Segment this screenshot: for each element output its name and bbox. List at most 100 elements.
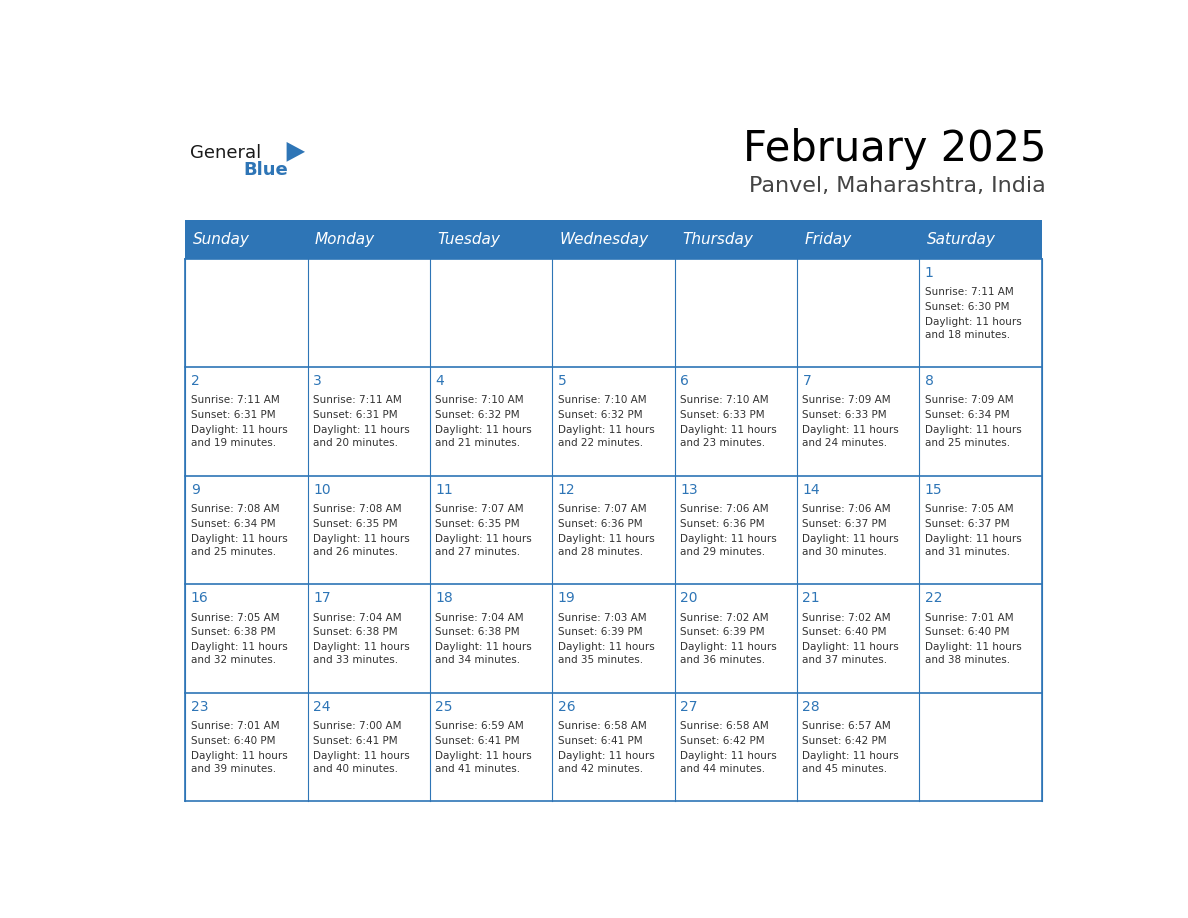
- Text: Sunset: 6:35 PM: Sunset: 6:35 PM: [314, 519, 398, 529]
- Text: Sunset: 6:39 PM: Sunset: 6:39 PM: [558, 627, 643, 637]
- Text: Sunset: 6:35 PM: Sunset: 6:35 PM: [436, 519, 520, 529]
- Text: Sunrise: 7:07 AM: Sunrise: 7:07 AM: [558, 504, 646, 514]
- Text: 20: 20: [681, 591, 697, 605]
- Text: Sunset: 6:34 PM: Sunset: 6:34 PM: [924, 410, 1010, 420]
- Text: Sunrise: 7:05 AM: Sunrise: 7:05 AM: [191, 612, 279, 622]
- Text: 24: 24: [314, 700, 330, 714]
- Text: Daylight: 11 hours
and 42 minutes.: Daylight: 11 hours and 42 minutes.: [558, 751, 655, 774]
- Text: Daylight: 11 hours
and 40 minutes.: Daylight: 11 hours and 40 minutes.: [314, 751, 410, 774]
- Text: Sunset: 6:40 PM: Sunset: 6:40 PM: [802, 627, 887, 637]
- Bar: [308, 219, 430, 259]
- Text: 4: 4: [436, 375, 444, 388]
- Text: Sunset: 6:33 PM: Sunset: 6:33 PM: [681, 410, 765, 420]
- Text: 26: 26: [558, 700, 575, 714]
- Text: Sunrise: 7:11 AM: Sunrise: 7:11 AM: [314, 396, 402, 406]
- Text: 13: 13: [681, 483, 697, 497]
- Text: Sunset: 6:36 PM: Sunset: 6:36 PM: [558, 519, 643, 529]
- Text: 15: 15: [924, 483, 942, 497]
- Text: Saturday: Saturday: [927, 231, 996, 247]
- Text: Friday: Friday: [804, 231, 852, 247]
- Text: Sunrise: 7:07 AM: Sunrise: 7:07 AM: [436, 504, 524, 514]
- Text: 9: 9: [191, 483, 200, 497]
- Text: Sunrise: 7:11 AM: Sunrise: 7:11 AM: [191, 396, 279, 406]
- Text: Sunrise: 7:01 AM: Sunrise: 7:01 AM: [924, 612, 1013, 622]
- Text: Sunset: 6:41 PM: Sunset: 6:41 PM: [558, 736, 643, 746]
- Text: Daylight: 11 hours
and 26 minutes.: Daylight: 11 hours and 26 minutes.: [314, 533, 410, 557]
- Polygon shape: [286, 142, 305, 162]
- Text: Daylight: 11 hours
and 32 minutes.: Daylight: 11 hours and 32 minutes.: [191, 643, 287, 666]
- Text: 23: 23: [191, 700, 208, 714]
- Text: Sunrise: 7:11 AM: Sunrise: 7:11 AM: [924, 286, 1013, 297]
- Text: Sunrise: 6:58 AM: Sunrise: 6:58 AM: [558, 722, 646, 731]
- Text: 19: 19: [558, 591, 575, 605]
- Text: Sunset: 6:36 PM: Sunset: 6:36 PM: [681, 519, 765, 529]
- Text: Sunrise: 6:59 AM: Sunrise: 6:59 AM: [436, 722, 524, 731]
- Text: Sunset: 6:41 PM: Sunset: 6:41 PM: [314, 736, 398, 746]
- Text: Sunset: 6:30 PM: Sunset: 6:30 PM: [924, 302, 1010, 312]
- Text: 6: 6: [681, 375, 689, 388]
- Text: Sunset: 6:33 PM: Sunset: 6:33 PM: [802, 410, 887, 420]
- Text: Sunrise: 6:57 AM: Sunrise: 6:57 AM: [802, 722, 891, 731]
- Text: Sunset: 6:37 PM: Sunset: 6:37 PM: [802, 519, 887, 529]
- Bar: [430, 219, 552, 259]
- Text: Daylight: 11 hours
and 18 minutes.: Daylight: 11 hours and 18 minutes.: [924, 317, 1022, 340]
- Text: 2: 2: [191, 375, 200, 388]
- Text: 17: 17: [314, 591, 330, 605]
- Text: Sunrise: 7:09 AM: Sunrise: 7:09 AM: [924, 396, 1013, 406]
- Text: 7: 7: [802, 375, 811, 388]
- Text: Sunset: 6:38 PM: Sunset: 6:38 PM: [436, 627, 520, 637]
- Text: Sunset: 6:34 PM: Sunset: 6:34 PM: [191, 519, 276, 529]
- Text: Blue: Blue: [244, 162, 287, 179]
- Text: Panvel, Maharashtra, India: Panvel, Maharashtra, India: [750, 175, 1047, 196]
- Text: February 2025: February 2025: [742, 128, 1047, 170]
- Text: Sunset: 6:40 PM: Sunset: 6:40 PM: [191, 736, 276, 746]
- Text: 18: 18: [436, 591, 454, 605]
- Text: 22: 22: [924, 591, 942, 605]
- Text: 10: 10: [314, 483, 330, 497]
- Text: Daylight: 11 hours
and 41 minutes.: Daylight: 11 hours and 41 minutes.: [436, 751, 532, 774]
- Text: 11: 11: [436, 483, 454, 497]
- Text: 16: 16: [191, 591, 209, 605]
- Text: 27: 27: [681, 700, 697, 714]
- Text: Sunrise: 7:06 AM: Sunrise: 7:06 AM: [681, 504, 769, 514]
- Text: Daylight: 11 hours
and 28 minutes.: Daylight: 11 hours and 28 minutes.: [558, 533, 655, 557]
- Text: Daylight: 11 hours
and 44 minutes.: Daylight: 11 hours and 44 minutes.: [681, 751, 777, 774]
- Text: Sunrise: 7:03 AM: Sunrise: 7:03 AM: [558, 612, 646, 622]
- Text: 28: 28: [802, 700, 820, 714]
- Text: Sunset: 6:38 PM: Sunset: 6:38 PM: [314, 627, 398, 637]
- Text: 25: 25: [436, 700, 453, 714]
- Text: Sunset: 6:31 PM: Sunset: 6:31 PM: [314, 410, 398, 420]
- Bar: [552, 219, 675, 259]
- Text: 8: 8: [924, 375, 934, 388]
- Text: Daylight: 11 hours
and 30 minutes.: Daylight: 11 hours and 30 minutes.: [802, 533, 899, 557]
- Bar: [675, 219, 797, 259]
- Text: Sunset: 6:31 PM: Sunset: 6:31 PM: [191, 410, 276, 420]
- Text: 1: 1: [924, 265, 934, 280]
- Text: Daylight: 11 hours
and 34 minutes.: Daylight: 11 hours and 34 minutes.: [436, 643, 532, 666]
- Text: Sunset: 6:40 PM: Sunset: 6:40 PM: [924, 627, 1010, 637]
- Text: Daylight: 11 hours
and 27 minutes.: Daylight: 11 hours and 27 minutes.: [436, 533, 532, 557]
- Text: Daylight: 11 hours
and 25 minutes.: Daylight: 11 hours and 25 minutes.: [924, 425, 1022, 448]
- Text: Monday: Monday: [315, 231, 375, 247]
- Text: Sunrise: 7:08 AM: Sunrise: 7:08 AM: [314, 504, 402, 514]
- Text: Daylight: 11 hours
and 33 minutes.: Daylight: 11 hours and 33 minutes.: [314, 643, 410, 666]
- Bar: [920, 219, 1042, 259]
- Text: Wednesday: Wednesday: [560, 231, 649, 247]
- Text: Sunrise: 7:02 AM: Sunrise: 7:02 AM: [802, 612, 891, 622]
- Text: Sunrise: 7:04 AM: Sunrise: 7:04 AM: [314, 612, 402, 622]
- Text: Daylight: 11 hours
and 25 minutes.: Daylight: 11 hours and 25 minutes.: [191, 533, 287, 557]
- Text: Sunset: 6:32 PM: Sunset: 6:32 PM: [558, 410, 643, 420]
- Text: Sunset: 6:42 PM: Sunset: 6:42 PM: [681, 736, 765, 746]
- Text: Sunrise: 7:09 AM: Sunrise: 7:09 AM: [802, 396, 891, 406]
- Text: Sunset: 6:39 PM: Sunset: 6:39 PM: [681, 627, 765, 637]
- Text: Sunrise: 6:58 AM: Sunrise: 6:58 AM: [681, 722, 769, 731]
- Text: Sunrise: 7:01 AM: Sunrise: 7:01 AM: [191, 722, 279, 731]
- Text: General: General: [190, 143, 261, 162]
- Bar: [797, 219, 920, 259]
- Text: Sunset: 6:38 PM: Sunset: 6:38 PM: [191, 627, 276, 637]
- Text: Daylight: 11 hours
and 38 minutes.: Daylight: 11 hours and 38 minutes.: [924, 643, 1022, 666]
- Text: 5: 5: [558, 375, 567, 388]
- Text: Daylight: 11 hours
and 19 minutes.: Daylight: 11 hours and 19 minutes.: [191, 425, 287, 448]
- Text: 21: 21: [802, 591, 820, 605]
- Text: 3: 3: [314, 375, 322, 388]
